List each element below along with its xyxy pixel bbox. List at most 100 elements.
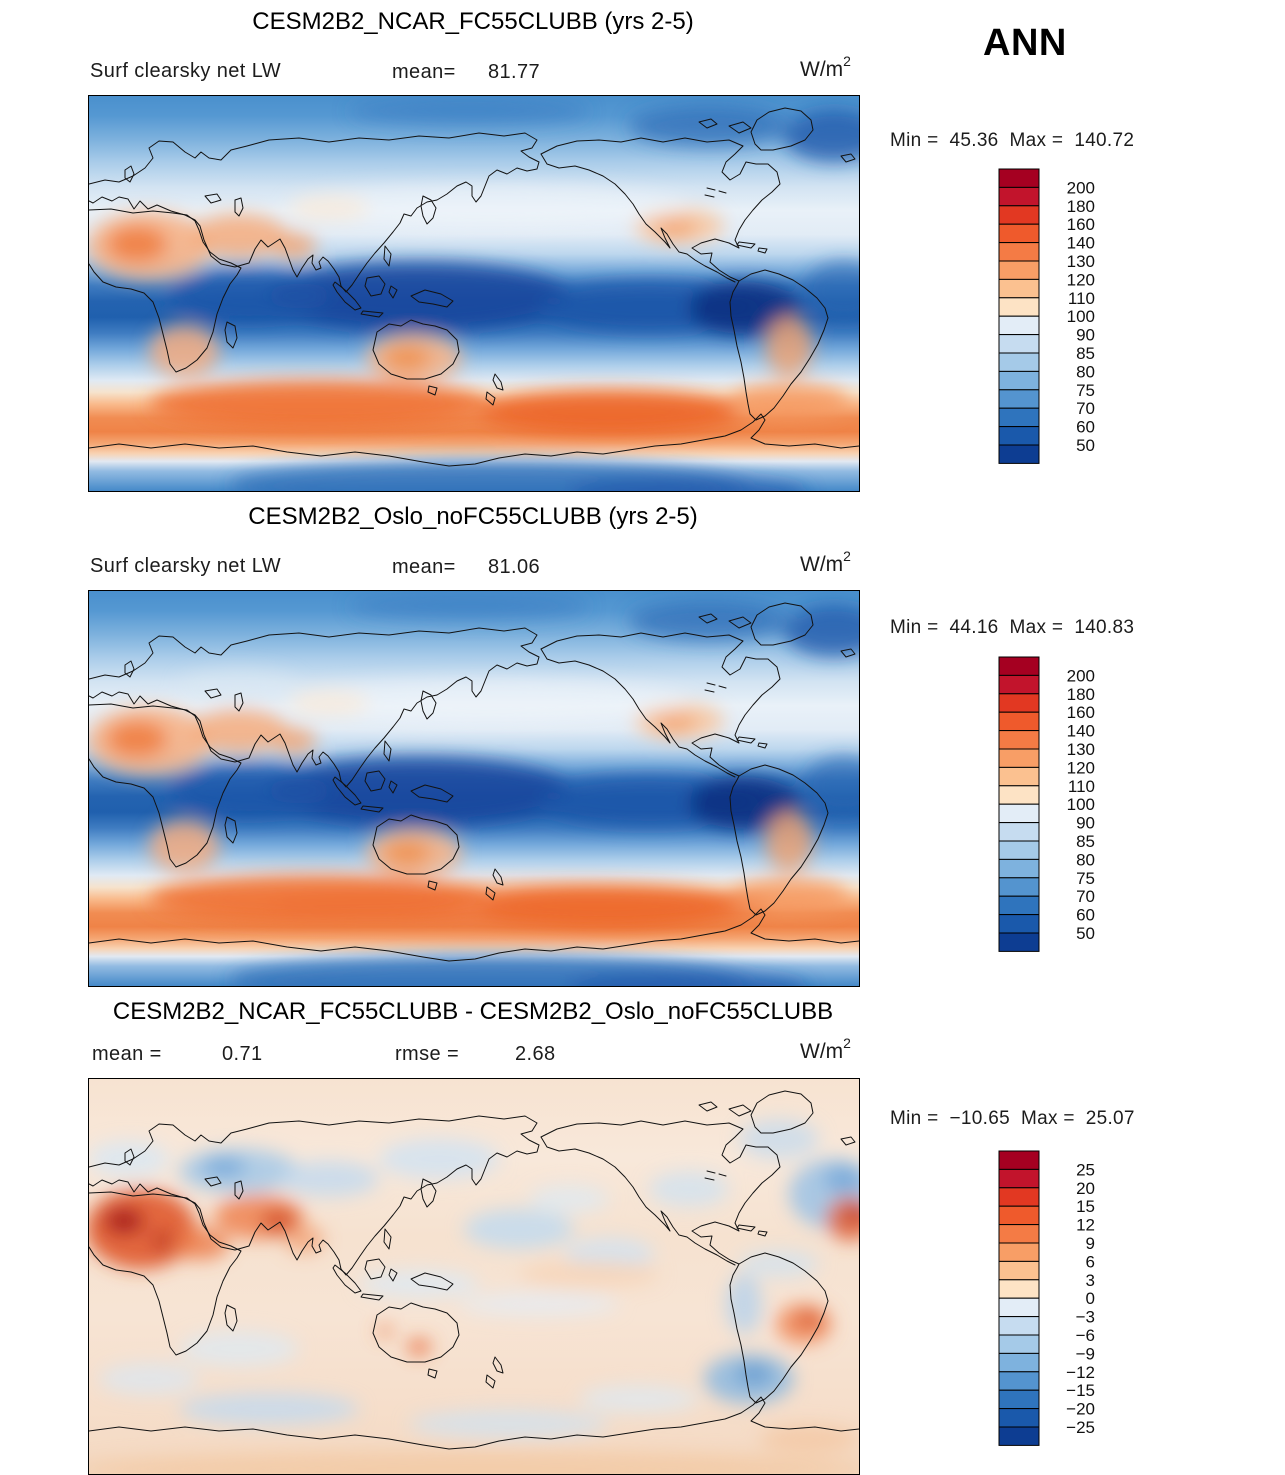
colorbar-cell <box>998 260 1040 280</box>
colorbar-tick-label: 12 <box>1076 1216 1095 1235</box>
colorbar-cell <box>998 748 1040 768</box>
max-value: 140.83 <box>1074 617 1135 638</box>
min-label: Min = <box>890 617 939 638</box>
colorbar-cell <box>998 858 1040 879</box>
panel1-variable-label: Surf clearsky net LW <box>90 60 282 82</box>
colorbar-cell <box>998 334 1040 354</box>
panel1-title: CESM2B2_NCAR_FC55CLUBB (yrs 2-5) <box>252 8 694 35</box>
colorbar-cell <box>998 693 1040 713</box>
units-base: W/m <box>800 1040 844 1063</box>
colorbar-cell <box>998 895 1040 916</box>
max-label: Max = <box>1009 617 1064 638</box>
colorbar-cell <box>998 730 1040 750</box>
colorbar-cell <box>998 840 1040 860</box>
min-label: Min = <box>890 1108 939 1129</box>
colorbar-tick-label: 200 <box>1067 178 1095 197</box>
panel3-units-label: W/m2 <box>800 1035 851 1064</box>
panel2-map <box>88 590 860 987</box>
colorbar-cell <box>998 1224 1040 1244</box>
colorbar-cell <box>998 932 1040 952</box>
panel1-mean-value: 81.77 <box>488 61 541 83</box>
colorbar-tick-label: 100 <box>1067 307 1095 326</box>
colorbar-tick-label: 75 <box>1076 869 1095 888</box>
colorbar-cell <box>998 674 1040 695</box>
colorbar-tick-label: 140 <box>1067 234 1095 253</box>
colorbar-tick-label: 60 <box>1076 418 1095 437</box>
colorbar-cell <box>998 877 1040 897</box>
colorbar-tick-label: 200 <box>1067 666 1095 685</box>
panel3-mean-value: 0.71 <box>222 1043 263 1065</box>
colorbar-tick-label: −15 <box>1066 1381 1095 1400</box>
colorbar-cell <box>998 278 1040 299</box>
colorbar-tick-label: 70 <box>1076 399 1095 418</box>
panel2-variable-label: Surf clearsky net LW <box>90 555 282 577</box>
colorbar-tick-label: 110 <box>1068 289 1095 308</box>
colorbar-cell <box>998 1316 1040 1336</box>
units-exponent: 2 <box>843 53 851 69</box>
colorbar-cell <box>998 1408 1040 1428</box>
colorbar-cell <box>998 352 1040 372</box>
colorbar-cell <box>998 785 1040 805</box>
colorbar-cell <box>998 766 1040 787</box>
colorbar-tick-label: 180 <box>1067 685 1095 704</box>
panel2-mean-value: 81.06 <box>488 556 541 578</box>
units-exponent: 2 <box>843 1035 851 1051</box>
colorbar-cell <box>998 1150 1040 1170</box>
min-value: 44.16 <box>949 617 999 638</box>
colorbar-cell <box>998 1297 1040 1318</box>
colorbar-cell <box>998 205 1040 225</box>
colorbar-tick-label: 130 <box>1067 252 1095 271</box>
colorbar-cell <box>998 407 1040 428</box>
panel3-colorbar: 25 20 15 12 9 6 3 0 −3 −6 −9 −12 −15 −20 −25 <box>998 1150 1110 1452</box>
colorbar-tick-label: 180 <box>1067 197 1095 216</box>
colorbar-tick-label: 160 <box>1067 703 1095 722</box>
panel2-units-label: W/m2 <box>800 548 851 577</box>
season-label: ANN <box>983 22 1067 64</box>
units-base: W/m <box>800 58 844 81</box>
colorbar-tick-label: 0 <box>1086 1289 1095 1308</box>
colorbar-cell <box>998 168 1040 188</box>
panel1-mean-label: mean= <box>392 61 456 83</box>
colorbar-tick-label: 90 <box>1076 814 1095 833</box>
panel3-rmse-value: 2.68 <box>515 1043 556 1065</box>
panel3-rmse-label: rmse = <box>395 1043 460 1065</box>
panel2-title: CESM2B2_Oslo_noFC55CLUBB (yrs 2-5) <box>248 503 698 530</box>
colorbar-cell <box>998 1426 1040 1446</box>
panel3-map-canvas <box>89 1079 859 1474</box>
colorbar-tick-label: −20 <box>1066 1400 1095 1419</box>
colorbar-tick-label: 3 <box>1086 1271 1095 1290</box>
colorbar-cell <box>998 315 1040 336</box>
panel1-minmax: Min = 45.36 Max = 140.72 <box>890 130 1134 152</box>
max-value: 25.07 <box>1085 1108 1135 1129</box>
panel2-colorbar: 200 180 160 140 130 120 110 100 90 85 80 75 70 60 50 <box>998 656 1110 958</box>
panel2-mean-label: mean= <box>392 556 456 578</box>
colorbar-tick-label: 6 <box>1086 1252 1095 1271</box>
colorbar-cell <box>998 1352 1040 1373</box>
colorbar-cell <box>998 1168 1040 1189</box>
colorbar-cell <box>998 389 1040 409</box>
colorbar-tick-label: 100 <box>1067 795 1095 814</box>
colorbar-tick-label: −25 <box>1066 1418 1095 1437</box>
colorbar-cell <box>998 1371 1040 1391</box>
colorbar-tick-label: 120 <box>1067 270 1095 289</box>
panel3-mean-label: mean = <box>92 1043 162 1065</box>
colorbar-cell <box>998 822 1040 842</box>
colorbar-cell <box>998 914 1040 934</box>
min-label: Min = <box>890 130 939 151</box>
colorbar-tick-label: 85 <box>1076 344 1095 363</box>
colorbar-tick-label: 140 <box>1067 722 1095 741</box>
colorbar-tick-label: 50 <box>1076 436 1095 455</box>
colorbar-tick-label: 60 <box>1076 906 1095 925</box>
colorbar-cell <box>998 1242 1040 1262</box>
colorbar-tick-label: 130 <box>1067 740 1095 759</box>
colorbar-cell <box>998 1389 1040 1410</box>
colorbar-cell <box>998 1279 1040 1299</box>
colorbar-cell <box>998 186 1040 207</box>
panel1-units-label: W/m2 <box>800 53 851 82</box>
colorbar-tick-label: 110 <box>1068 777 1095 796</box>
colorbar-cell <box>998 1334 1040 1354</box>
colorbar-tick-label: −9 <box>1076 1344 1095 1363</box>
